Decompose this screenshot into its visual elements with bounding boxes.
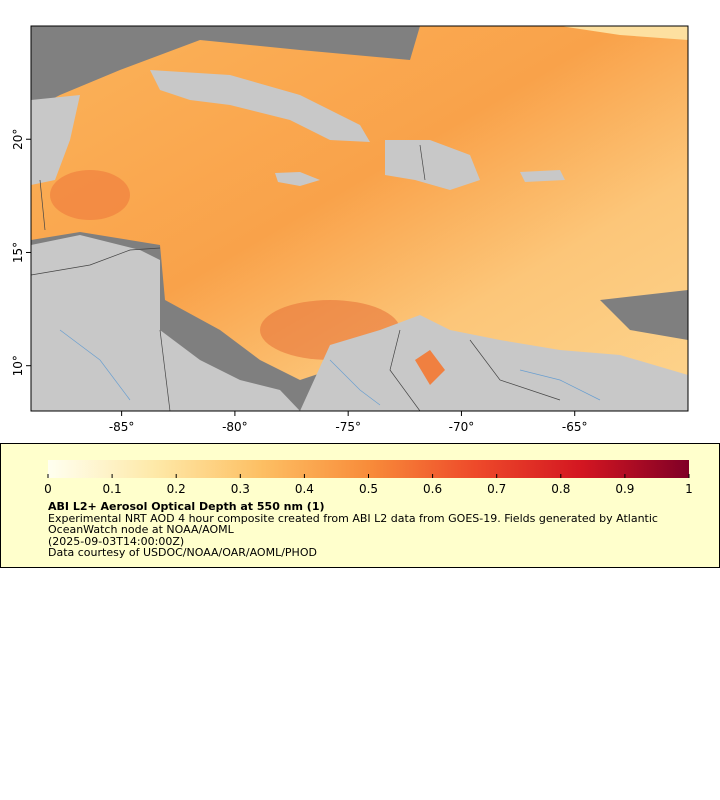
- x-tick-label: -80°: [222, 420, 248, 434]
- map: -85° -80° -75° -70° -65° 10° 15° 20°: [11, 25, 689, 434]
- x-tick-label: -75°: [335, 420, 361, 434]
- colorbar-tick-label: 0.2: [167, 482, 186, 496]
- colorbar-scale: [48, 460, 689, 478]
- colorbar-tick-label: 0.3: [231, 482, 250, 496]
- legend: 0 0.1 0.2 0.3 0.4 0.5 0.6 0.7 0.8 0.9 1 ABI L2+ Ae…: [0, 443, 720, 568]
- colorbar-tick-label: 0.5: [359, 482, 378, 496]
- legend-time: (2025-09-03T14:00:00Z): [48, 534, 185, 548]
- map-imagery: [31, 26, 688, 411]
- y-tick-label: 20°: [11, 129, 25, 150]
- colorbar-tick-label: 0.1: [103, 482, 122, 496]
- y-tick-label: 15°: [11, 242, 25, 263]
- colorbar-tick-label: 0.7: [487, 482, 506, 496]
- colorbar-tick-label: 0: [44, 482, 52, 496]
- colorbar-tick-label: 1: [685, 482, 693, 496]
- legend-title: ABI L2+ Aerosol Optical Depth at 550 nm …: [48, 500, 325, 513]
- colorbar: 0 0.1 0.2 0.3 0.4 0.5 0.6 0.7 0.8 0.9 1: [44, 460, 693, 496]
- x-tick-label: -85°: [109, 420, 135, 434]
- colorbar-tick-label: 0.6: [423, 482, 442, 496]
- x-tick-label: -70°: [449, 420, 475, 434]
- y-tick-label: 10°: [11, 355, 25, 376]
- colorbar-tick-label: 0.8: [551, 482, 570, 496]
- legend-credit: Data courtesy of USDOC/NOAA/OAR/AOML/PHO…: [48, 546, 317, 559]
- colorbar-tick-label: 0.9: [615, 482, 634, 496]
- legend-text: ABI L2+ Aerosol Optical Depth at 550 nm …: [48, 501, 688, 559]
- colorbar-tick-label: 0.4: [295, 482, 314, 496]
- map-frame: [30, 25, 689, 412]
- legend-description: Experimental NRT AOD 4 hour composite cr…: [48, 511, 658, 536]
- x-tick-label: -65°: [562, 420, 588, 434]
